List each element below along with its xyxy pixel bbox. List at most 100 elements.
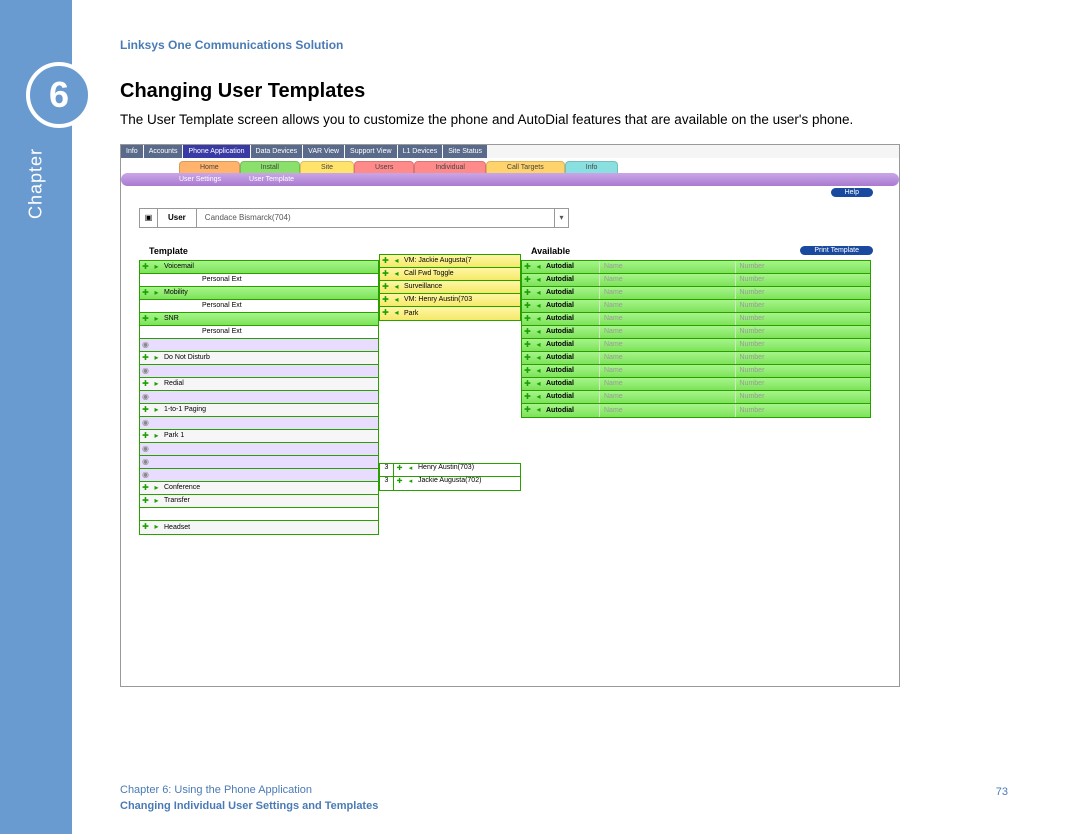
plus-icon[interactable]: ✚ — [140, 380, 151, 388]
arrow-icon[interactable]: ▸ — [151, 380, 162, 388]
arrow-left-icon[interactable]: ◂ — [533, 276, 544, 284]
arrow-icon[interactable]: ▸ — [151, 523, 162, 531]
arrow-left-icon[interactable]: ◂ — [405, 477, 416, 490]
template-item[interactable]: ✚▸Mobility — [140, 287, 378, 300]
middle-item[interactable]: ✚◂Park — [380, 307, 520, 320]
name-field[interactable]: Name — [599, 339, 735, 351]
number-field[interactable]: Number — [735, 287, 871, 299]
plus-icon[interactable]: ✚ — [380, 283, 391, 291]
number-field[interactable]: Number — [735, 274, 871, 286]
top-tab-info[interactable]: Info — [121, 145, 143, 158]
number-field[interactable]: Number — [735, 378, 871, 390]
arrow-icon[interactable]: ▸ — [151, 484, 162, 492]
number-field[interactable]: Number — [735, 300, 871, 312]
plus-icon[interactable]: ✚ — [394, 477, 405, 490]
available-item[interactable]: ✚◂AutodialNameNumber — [522, 326, 870, 339]
available-item[interactable]: ✚◂AutodialNameNumber — [522, 274, 870, 287]
template-item[interactable]: Personal Ext — [140, 326, 378, 339]
plus-icon[interactable]: ✚ — [140, 263, 151, 271]
template-item[interactable]: ✚▸1-to-1 Paging — [140, 404, 378, 417]
template-item[interactable]: ◉ — [140, 417, 378, 430]
available-item[interactable]: ✚◂AutodialNameNumber — [522, 391, 870, 404]
number-field[interactable]: Number — [735, 313, 871, 325]
extension-item[interactable]: 3✚◂Jackie Augusta(702) — [380, 477, 520, 490]
plus-icon[interactable]: ✚ — [522, 289, 533, 297]
top-tab-phone-application[interactable]: Phone Application — [183, 145, 249, 158]
plus-icon[interactable]: ✚ — [522, 354, 533, 362]
plus-icon[interactable]: ✚ — [522, 393, 533, 401]
template-item[interactable]: ✚▸Do Not Disturb — [140, 352, 378, 365]
plus-icon[interactable]: ✚ — [522, 341, 533, 349]
arrow-left-icon[interactable]: ◂ — [533, 354, 544, 362]
arrow-left-icon[interactable]: ◂ — [405, 464, 416, 476]
name-field[interactable]: Name — [599, 391, 735, 403]
plus-icon[interactable]: ✚ — [394, 464, 405, 476]
name-field[interactable]: Name — [599, 300, 735, 312]
name-field[interactable]: Name — [599, 404, 735, 417]
available-item[interactable]: ✚◂AutodialNameNumber — [522, 300, 870, 313]
template-item[interactable]: ✚▸Headset — [140, 521, 378, 534]
chevron-down-icon[interactable]: ▾ — [554, 209, 568, 227]
number-field[interactable]: Number — [735, 326, 871, 338]
template-item[interactable]: ✚▸Conference — [140, 482, 378, 495]
arrow-left-icon[interactable]: ◂ — [533, 393, 544, 401]
name-field[interactable]: Name — [599, 352, 735, 364]
plus-icon[interactable]: ✚ — [522, 367, 533, 375]
arrow-left-icon[interactable]: ◂ — [391, 283, 402, 291]
arrow-icon[interactable]: ▸ — [151, 497, 162, 505]
name-field[interactable]: Name — [599, 365, 735, 377]
plus-icon[interactable]: ✚ — [140, 432, 151, 440]
template-item[interactable]: ◉ — [140, 339, 378, 352]
plus-icon[interactable]: ✚ — [522, 263, 533, 271]
plus-icon[interactable]: ✚ — [140, 315, 151, 323]
plus-icon[interactable]: ✚ — [380, 309, 391, 317]
plus-icon[interactable]: ✚ — [522, 328, 533, 336]
nav-tab-call-targets[interactable]: Call Targets — [486, 161, 565, 173]
arrow-left-icon[interactable]: ◂ — [533, 302, 544, 310]
arrow-left-icon[interactable]: ◂ — [533, 367, 544, 375]
nav-tab-individual[interactable]: Individual — [414, 161, 486, 173]
arrow-left-icon[interactable]: ◂ — [391, 296, 402, 304]
arrow-left-icon[interactable]: ◂ — [533, 328, 544, 336]
template-item[interactable]: Personal Ext — [140, 274, 378, 287]
name-field[interactable]: Name — [599, 261, 735, 273]
plus-icon[interactable]: ✚ — [140, 406, 151, 414]
name-field[interactable]: Name — [599, 326, 735, 338]
number-field[interactable]: Number — [735, 404, 871, 417]
sub-tab-user-settings[interactable]: User Settings — [179, 176, 221, 183]
plus-icon[interactable]: ✚ — [140, 484, 151, 492]
template-item[interactable]: ◉ — [140, 469, 378, 482]
available-item[interactable]: ✚◂AutodialNameNumber — [522, 352, 870, 365]
middle-item[interactable]: ✚◂VM: Henry Austin(703 — [380, 294, 520, 307]
template-item[interactable]: ✚▸Redial — [140, 378, 378, 391]
number-field[interactable]: Number — [735, 339, 871, 351]
template-item[interactable]: ◉ — [140, 365, 378, 378]
available-item[interactable]: ✚◂AutodialNameNumber — [522, 378, 870, 391]
available-item[interactable]: ✚◂AutodialNameNumber — [522, 287, 870, 300]
plus-icon[interactable]: ✚ — [380, 270, 391, 278]
plus-icon[interactable]: ✚ — [522, 315, 533, 323]
number-field[interactable]: Number — [735, 391, 871, 403]
number-field[interactable]: Number — [735, 352, 871, 364]
nav-tab-info[interactable]: Info — [565, 161, 619, 173]
available-item[interactable]: ✚◂AutodialNameNumber — [522, 313, 870, 326]
template-item[interactable] — [140, 508, 378, 521]
plus-icon[interactable]: ✚ — [522, 380, 533, 388]
top-tab-support-view[interactable]: Support View — [345, 145, 397, 158]
arrow-left-icon[interactable]: ◂ — [533, 406, 544, 414]
arrow-left-icon[interactable]: ◂ — [391, 309, 402, 317]
arrow-left-icon[interactable]: ◂ — [391, 257, 402, 265]
available-item[interactable]: ✚◂AutodialNameNumber — [522, 365, 870, 378]
template-item[interactable]: ✚▸Park 1 — [140, 430, 378, 443]
arrow-left-icon[interactable]: ◂ — [533, 263, 544, 271]
template-item[interactable]: ◉ — [140, 391, 378, 404]
number-field[interactable]: Number — [735, 261, 871, 273]
middle-item[interactable]: ✚◂VM: Jackie Augusta(7 — [380, 255, 520, 268]
plus-icon[interactable]: ✚ — [140, 354, 151, 362]
nav-tab-site[interactable]: Site — [300, 161, 354, 173]
arrow-icon[interactable]: ▸ — [151, 432, 162, 440]
template-item[interactable]: ✚▸SNR — [140, 313, 378, 326]
template-item[interactable]: ✚▸Transfer — [140, 495, 378, 508]
print-template-button[interactable]: Print Template — [800, 246, 873, 255]
top-tab-site-status[interactable]: Site Status — [443, 145, 487, 158]
